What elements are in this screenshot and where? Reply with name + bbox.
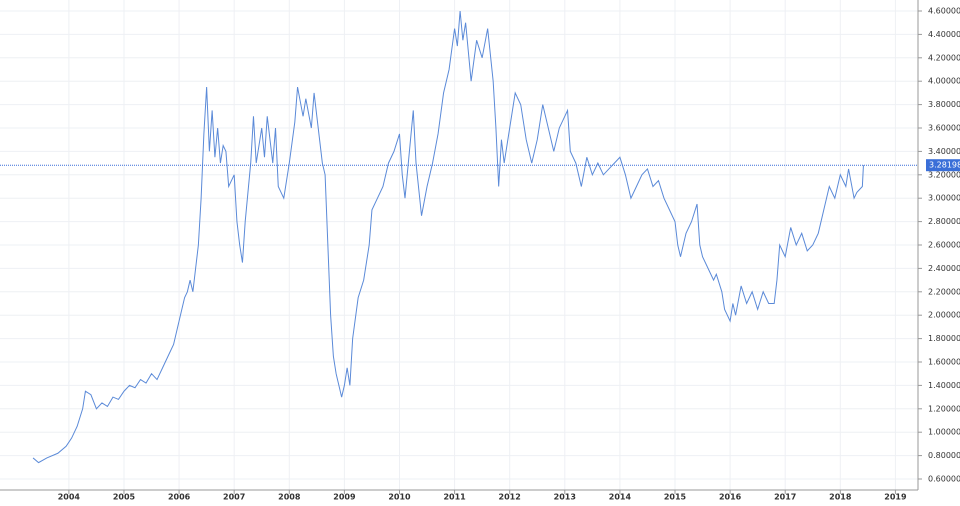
x-tick-label: 2006 xyxy=(168,493,191,502)
last-price-label: 3.28198 xyxy=(929,161,960,170)
y-tick-label: 1.000000 xyxy=(928,428,960,437)
x-tick-label: 2017 xyxy=(774,493,796,502)
x-tick-label: 2013 xyxy=(554,493,576,502)
x-tick-label: 2012 xyxy=(499,493,521,502)
y-tick-label: 4.400000 xyxy=(928,30,960,39)
y-tick-label: 3.200000 xyxy=(928,170,960,179)
y-tick-label: 0.800000 xyxy=(928,451,960,460)
price-line xyxy=(32,10,864,464)
y-tick-label: 1.400000 xyxy=(928,381,960,390)
y-tick-label: 3.800000 xyxy=(928,100,960,109)
last-price-box xyxy=(926,159,960,172)
x-tick-label: 2009 xyxy=(333,493,356,502)
y-tick-label: 2.400000 xyxy=(928,264,960,273)
x-tick-label: 2004 xyxy=(58,493,81,502)
x-tick-label: 2018 xyxy=(829,493,852,502)
x-tick-label: 2011 xyxy=(443,493,466,502)
x-tick-label: 2008 xyxy=(278,493,301,502)
y-tick-label: 3.000000 xyxy=(928,194,960,203)
x-tick-label: 2016 xyxy=(719,493,742,502)
x-tick-label: 2007 xyxy=(223,493,245,502)
y-tick-label: 2.800000 xyxy=(928,217,960,226)
x-tick-label: 2019 xyxy=(884,493,907,502)
y-tick-label: 1.800000 xyxy=(928,334,960,343)
y-tick-label: 4.200000 xyxy=(928,53,960,62)
y-tick-label: 1.200000 xyxy=(928,404,960,413)
y-tick-label: 2.000000 xyxy=(928,311,960,320)
y-tick-label: 3.400000 xyxy=(928,147,960,156)
x-tick-label: 2010 xyxy=(388,493,411,502)
y-tick-label: 4.000000 xyxy=(928,77,960,86)
x-tick-label: 2015 xyxy=(664,493,687,502)
x-tick-label: 2014 xyxy=(609,493,632,502)
x-tick-label: 2005 xyxy=(113,493,136,502)
y-tick-label: 2.200000 xyxy=(928,287,960,296)
